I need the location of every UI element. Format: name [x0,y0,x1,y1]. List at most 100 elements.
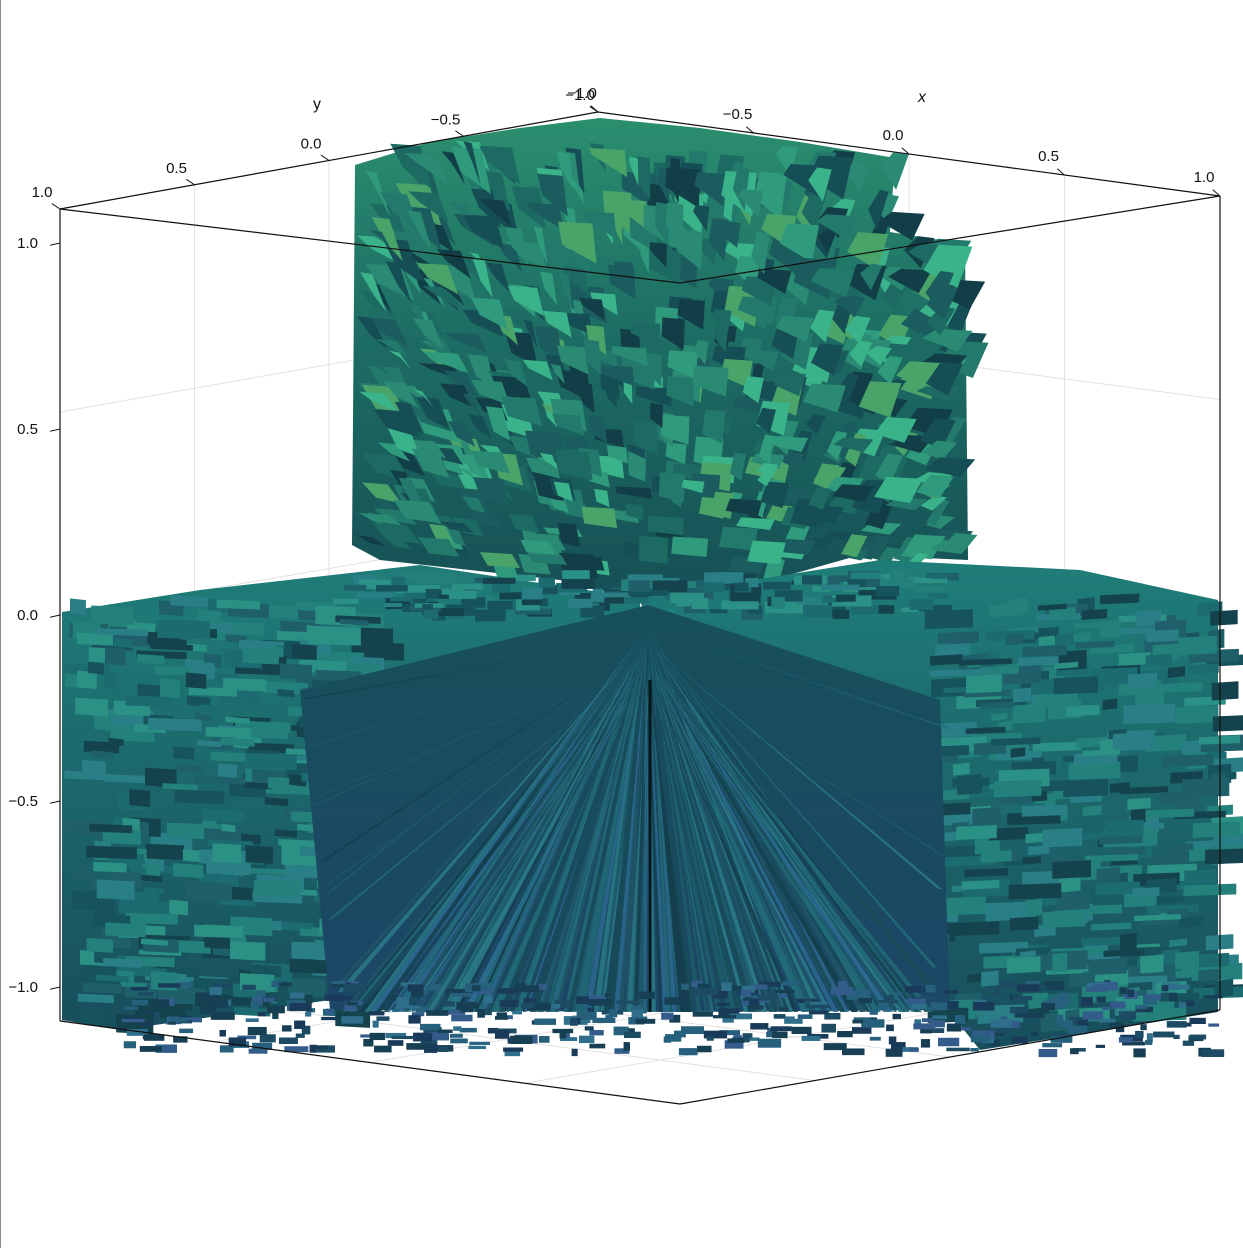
surface-block [681,479,705,494]
surface-ray [650,664,894,1012]
surface-block [470,450,511,474]
surface-block [1025,1014,1045,1018]
surface-block [358,579,391,590]
surface-ray [555,638,649,1012]
surface-ray [648,662,721,1012]
surface-block [534,325,563,362]
surface-block [953,762,970,776]
surface-block [742,1033,753,1041]
surface-block [245,752,297,771]
surface-block [843,161,871,192]
surface-block [1132,886,1160,898]
surface-block [757,473,773,487]
surface-block [144,1034,165,1041]
surface-block [833,295,866,317]
surface-block [401,572,425,578]
surface-block [1143,998,1158,1005]
surface-block [213,982,233,989]
surface-block [671,536,709,557]
surface-block [471,379,511,406]
surface-block [1166,1021,1187,1028]
surface-block [1175,950,1200,970]
surface-block [443,332,488,353]
y-axis-tick-mark [186,178,195,186]
surface-block [811,999,820,1004]
surface-block [538,1035,550,1043]
surface-block [589,1043,606,1049]
surface-block [485,262,510,293]
surface-block [1099,835,1143,845]
surface-block [1198,968,1219,982]
surface-block [916,474,954,499]
surface-block [538,577,555,588]
surface-block [469,1041,490,1045]
surface-block [95,974,129,983]
surface-block [504,1049,521,1057]
surface-block [1096,867,1121,884]
surface-block [693,988,718,995]
surface-block [924,457,976,477]
surface-block [1041,1002,1055,1011]
surface-block [1000,981,1015,989]
surface-ray [630,659,648,1012]
surface-block [569,1019,578,1026]
surface-block [1127,797,1151,810]
surface-block [220,737,255,747]
surface-block [809,155,853,200]
surface-block [125,695,175,708]
surface-block [724,1040,744,1049]
surface-block [86,845,137,860]
surface-block [150,971,177,992]
surface-block [245,845,274,865]
surface-block [142,863,160,877]
surface-ray [324,664,646,885]
surface-block [970,1034,991,1043]
surface-block [810,309,835,343]
surface-block [774,989,795,994]
surface-ray [578,640,649,1012]
surface-block [1042,828,1083,848]
y-axis-tick-mark [455,130,464,137]
surface-ray [593,627,648,1012]
surface-block [391,1035,415,1040]
surface-block [168,1017,188,1022]
surface-block [420,1037,438,1047]
surface-block [1118,652,1151,666]
surface-block [450,992,472,997]
surface-ray [464,656,646,1012]
surface-block [463,141,481,185]
surface-ray [645,663,750,1012]
surface-block [471,297,508,330]
surface-block [913,1023,936,1030]
surface-ray [647,660,903,1012]
surface-block [404,152,448,185]
surface-block [844,315,871,344]
surface-block [604,993,612,997]
surface-block [1022,645,1067,657]
surface-block [425,588,440,599]
surface-block [1178,1002,1187,1009]
surface-block [1056,1014,1064,1023]
surface-block [174,789,225,805]
surface-block [713,1015,737,1019]
surface-block [516,574,536,581]
surface-block [104,671,119,691]
surface-block [623,1042,630,1051]
surface-block [247,867,288,876]
surface-ray [484,638,648,1012]
surface-block [831,484,875,502]
surface-block [447,1009,466,1015]
surface-block [808,1010,829,1015]
surface-block [721,982,732,992]
surface-block [228,1037,247,1047]
y-axis-tick-mark [589,106,599,113]
surface-block [770,1026,792,1032]
surface-block [729,1013,752,1020]
surface-block [1030,1031,1039,1036]
surface-block [1170,984,1190,990]
surface-block [1056,891,1090,911]
surface-block [1098,1018,1116,1023]
surface-block [1077,1019,1089,1026]
surface-block [126,1029,148,1036]
surface-block [405,997,421,1006]
